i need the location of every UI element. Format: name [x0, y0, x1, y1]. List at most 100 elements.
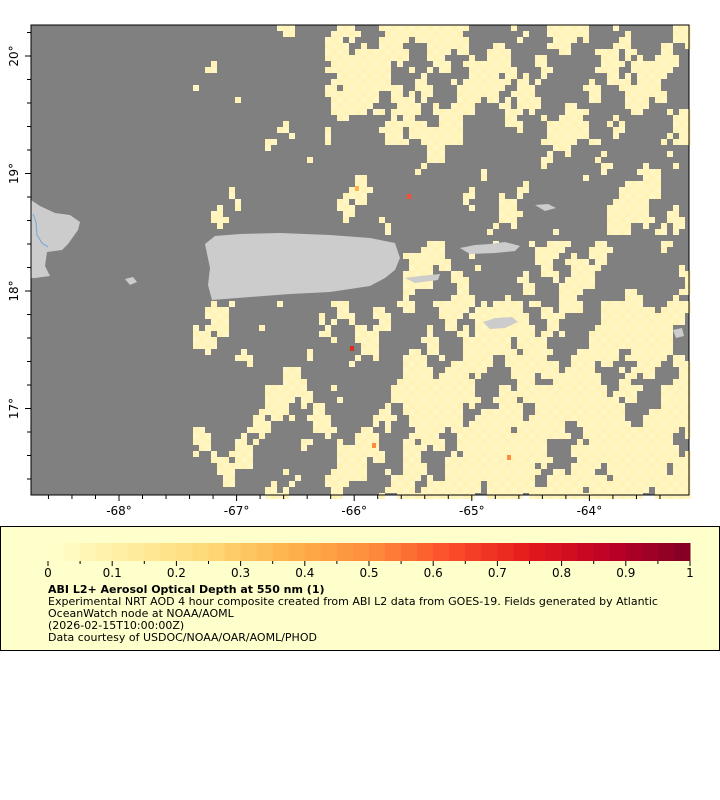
aod-cell	[469, 67, 475, 73]
aod-cell	[487, 61, 493, 67]
aod-cell	[373, 457, 379, 463]
aod-cell	[469, 301, 475, 307]
aod-cell	[391, 121, 397, 127]
aod-cell	[451, 295, 457, 301]
aod-cell	[409, 379, 415, 385]
aod-cell	[481, 457, 487, 463]
aod-cell	[259, 325, 265, 331]
aod-cell	[211, 217, 217, 223]
aod-cell	[409, 409, 415, 415]
aod-cell	[571, 301, 577, 307]
aod-cell	[661, 67, 667, 73]
aod-cell	[409, 361, 415, 367]
aod-cell	[553, 241, 559, 247]
aod-cell	[595, 241, 601, 247]
aod-cell	[673, 139, 679, 145]
aod-cell	[463, 391, 469, 397]
aod-cell	[511, 451, 517, 457]
aod-cell	[211, 67, 217, 73]
aod-cell	[337, 307, 343, 313]
aod-cell	[427, 157, 433, 163]
aod-cell	[391, 481, 397, 487]
aod-cell	[607, 73, 613, 79]
aod-cell	[505, 469, 511, 475]
aod-cell	[619, 331, 625, 337]
aod-cell	[457, 385, 463, 391]
aod-cell	[367, 79, 373, 85]
aod-cell	[601, 247, 607, 253]
aod-cell	[511, 463, 517, 469]
aod-cell	[391, 385, 397, 391]
aod-cell	[679, 457, 685, 463]
aod-cell	[349, 475, 355, 481]
aod-cell	[343, 79, 349, 85]
aod-cell	[199, 343, 205, 349]
aod-cell	[433, 343, 439, 349]
aod-cell	[661, 313, 667, 319]
aod-cell	[541, 487, 547, 493]
aod-cell	[205, 439, 211, 445]
aod-cell	[511, 211, 517, 217]
aod-cell	[637, 457, 643, 463]
aod-cell	[433, 403, 439, 409]
aod-cell	[343, 109, 349, 115]
aod-cell	[463, 487, 469, 493]
aod-cell	[565, 127, 571, 133]
aod-cell	[475, 373, 481, 379]
aod-cell	[415, 85, 421, 91]
aod-cell	[631, 61, 637, 67]
aod-cell	[553, 127, 559, 133]
aod-cell	[451, 463, 457, 469]
aod-cell	[541, 373, 547, 379]
aod-cell	[403, 439, 409, 445]
aod-cell	[415, 133, 421, 139]
aod-cell	[523, 187, 529, 193]
aod-cell	[199, 433, 205, 439]
aod-cell	[415, 493, 421, 499]
aod-cell	[511, 301, 517, 307]
aod-cell	[529, 451, 535, 457]
aod-cell	[679, 223, 685, 229]
aod-cell	[217, 469, 223, 475]
aod-cell	[325, 415, 331, 421]
aod-cell	[577, 367, 583, 373]
aod-cell	[265, 145, 271, 151]
colorbar-segment	[577, 543, 595, 561]
aod-cell	[595, 85, 601, 91]
aod-cell	[541, 385, 547, 391]
aod-cell	[313, 421, 319, 427]
aod-cell	[289, 397, 295, 403]
aod-cell	[625, 385, 631, 391]
aod-cell	[283, 403, 289, 409]
aod-cell	[349, 55, 355, 61]
colorbar-segment	[497, 543, 514, 561]
aod-cell	[589, 463, 595, 469]
aod-cell	[493, 439, 499, 445]
aod-cell	[409, 391, 415, 397]
aod-cell	[325, 139, 331, 145]
aod-cell	[643, 367, 649, 373]
aod-cell	[613, 403, 619, 409]
aod-cell	[277, 493, 283, 499]
aod-cell	[595, 265, 601, 271]
aod-cell	[427, 343, 433, 349]
aod-cell	[673, 121, 679, 127]
aod-cell	[541, 391, 547, 397]
aod-cell	[421, 469, 427, 475]
aod-cell	[451, 481, 457, 487]
aod-cell	[673, 469, 679, 475]
aod-cell	[589, 475, 595, 481]
aod-cell	[391, 391, 397, 397]
aod-cell	[649, 67, 655, 73]
aod-cell	[619, 307, 625, 313]
aod-cell	[391, 31, 397, 37]
aod-cell	[331, 475, 337, 481]
aod-cell	[619, 85, 625, 91]
aod-cell	[565, 295, 571, 301]
aod-cell	[433, 103, 439, 109]
aod-cell	[451, 43, 457, 49]
aod-cell	[679, 25, 685, 31]
aod-cell	[427, 373, 433, 379]
aod-cell	[367, 55, 373, 61]
aod-cell	[397, 397, 403, 403]
